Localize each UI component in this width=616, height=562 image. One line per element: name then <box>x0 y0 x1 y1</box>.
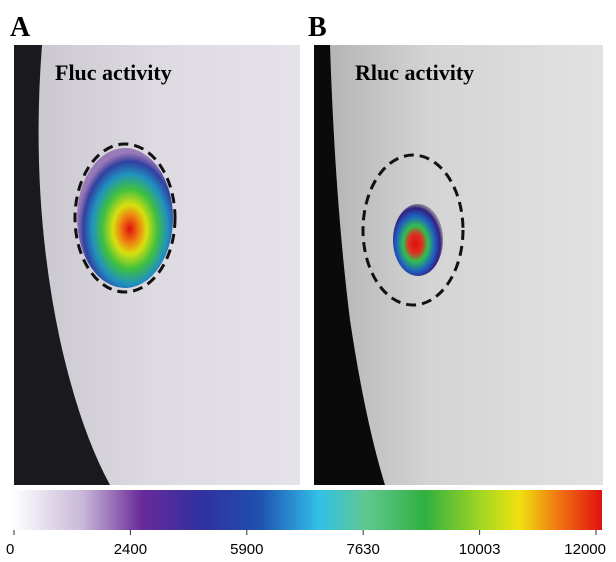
tick-label: 7630 <box>347 541 380 558</box>
panel-label: A <box>10 12 31 43</box>
panel-title: Rluc activity <box>355 60 474 85</box>
colorbar <box>12 490 602 530</box>
colorbar-ticks: 0 2400 5900 7630 10003 12000 <box>6 530 606 558</box>
tick-label: 10003 <box>459 541 501 558</box>
figure: A Fluc activity B Rluc activity 0 2400 590… <box>0 0 616 562</box>
tick-label: 12000 <box>564 541 606 558</box>
signal-blob <box>77 148 173 288</box>
tick-label: 5900 <box>230 541 263 558</box>
panel-title: Fluc activity <box>55 60 172 85</box>
signal-blob <box>393 204 443 276</box>
panel-label: B <box>308 12 327 43</box>
tick-label: 0 <box>6 541 14 558</box>
panel-a: A Fluc activity <box>10 12 300 485</box>
panel-b: B Rluc activity <box>308 12 603 485</box>
tick-label: 2400 <box>114 541 147 558</box>
